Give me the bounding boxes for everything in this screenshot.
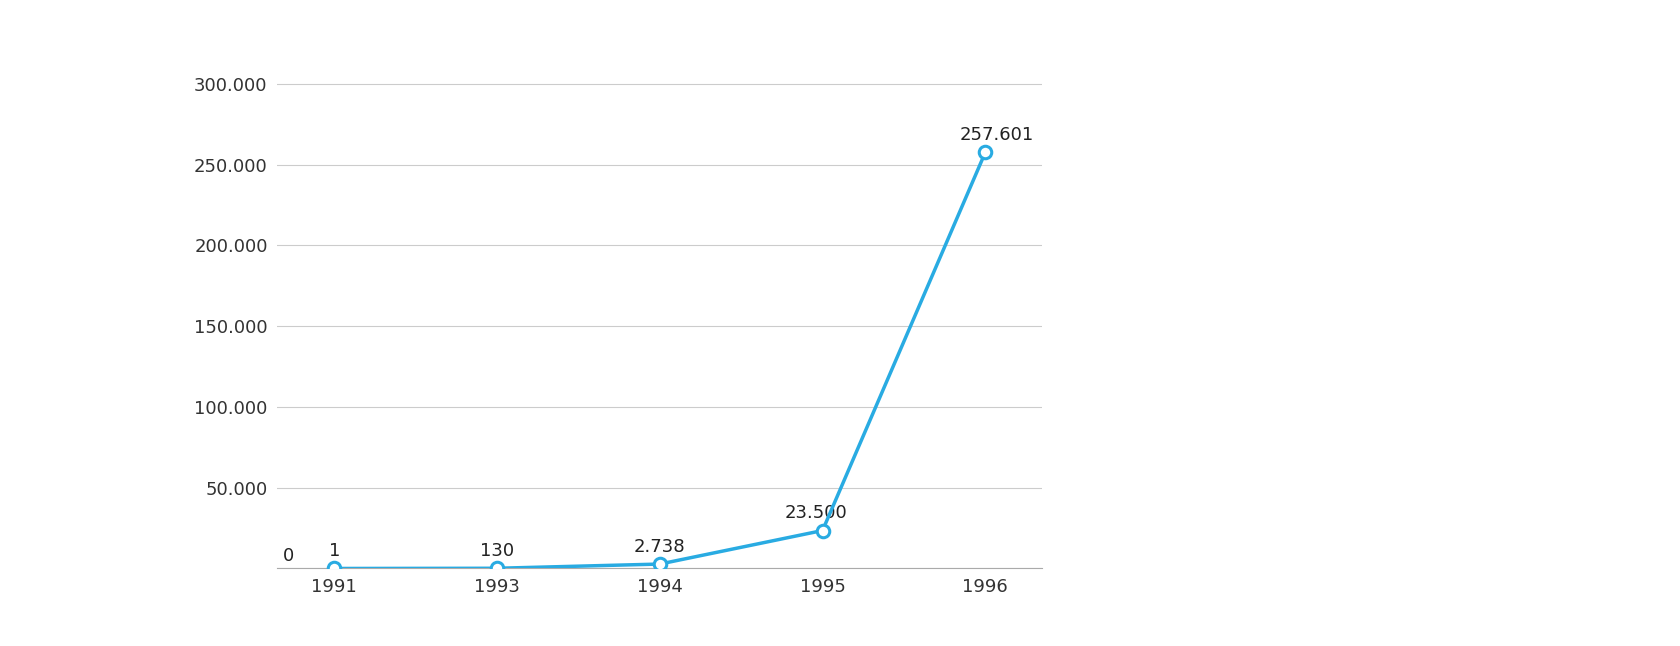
Text: 1: 1 xyxy=(328,542,339,560)
Text: 130: 130 xyxy=(480,542,514,560)
Text: 23.500: 23.500 xyxy=(785,504,847,522)
Text: 257.601: 257.601 xyxy=(959,126,1033,144)
Text: 2.738: 2.738 xyxy=(633,537,685,556)
Text: 0: 0 xyxy=(282,547,294,565)
